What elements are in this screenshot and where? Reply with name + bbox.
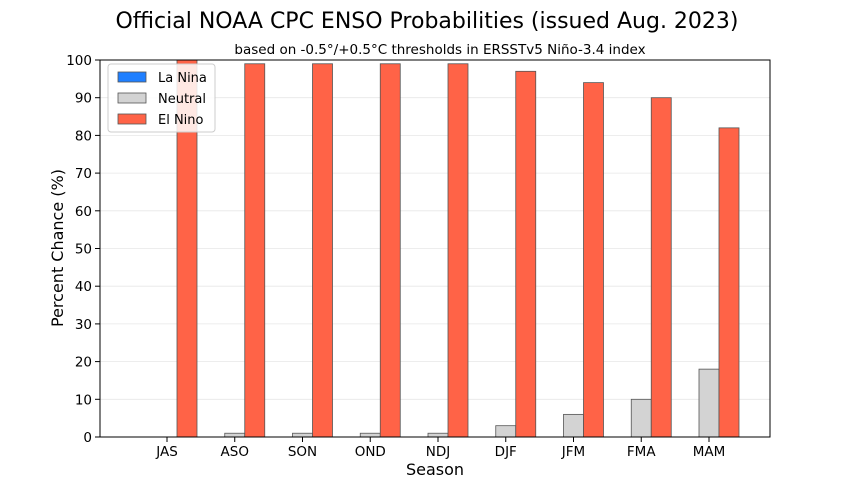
x-axis-ticks: JAS ASO SON OND NDJ DJF JFM FMA MAM	[155, 437, 725, 460]
x-tick-label-jfm: JFM	[561, 444, 585, 460]
bar-el-nino-aso	[244, 63, 266, 438]
x-tick-label-aso: ASO	[221, 444, 249, 460]
x-tick-label-ndj: NDJ	[426, 444, 450, 460]
bar-neutral-fma	[630, 398, 652, 438]
bar-el-nino-jfm	[583, 82, 604, 438]
legend-swatch-la-nina	[117, 71, 147, 83]
bar-neutral-son	[292, 432, 313, 438]
y-tick-label-50: 50	[75, 242, 92, 258]
y-tick-label-40: 40	[75, 279, 92, 295]
y-tick-label-0: 0	[83, 430, 92, 446]
bar-el-nino-djf	[515, 70, 537, 438]
legend-swatch-el-nino	[117, 113, 147, 125]
y-tick-label-60: 60	[75, 204, 92, 220]
bar-neutral-ndj	[427, 432, 449, 438]
x-tick-label-fma: FMA	[627, 444, 656, 460]
legend-swatch-neutral	[117, 92, 147, 104]
legend-label-el-nino: El Nino	[158, 113, 204, 128]
y-tick-label-100: 100	[66, 53, 92, 69]
legend: La Nina Neutral El Nino	[107, 63, 216, 133]
x-tick-label-son: SON	[288, 444, 317, 460]
bar-el-nino-ndj	[447, 63, 469, 438]
y-axis-label: Percent Chance (%)	[48, 169, 67, 327]
bar-el-nino-mam	[718, 127, 740, 438]
y-tick-label-70: 70	[75, 166, 92, 182]
bars	[176, 59, 740, 438]
legend-label-la-nina: La Nina	[158, 71, 207, 86]
y-tick-label-30: 30	[75, 317, 92, 333]
chart-title: Official NOAA CPC ENSO Probabilities (is…	[115, 9, 738, 34]
bar-el-nino-fma	[650, 97, 672, 438]
bar-el-nino-ond	[379, 63, 401, 438]
bar-neutral-jfm	[563, 413, 584, 438]
x-axis-label: Season	[406, 460, 464, 479]
x-tick-label-jas: JAS	[155, 444, 178, 460]
chart-subtitle: based on -0.5°/+0.5°C thresholds in ERSS…	[234, 42, 645, 58]
x-tick-label-ond: OND	[355, 444, 386, 460]
bar-neutral-djf	[495, 425, 517, 438]
bar-el-nino-son	[312, 63, 333, 438]
x-tick-label-djf: DJF	[495, 444, 517, 460]
y-tick-label-90: 90	[75, 91, 92, 107]
y-axis-ticks: 0 10 20 30 40 50 60 70 80 90 100	[66, 53, 100, 446]
y-tick-label-10: 10	[75, 392, 92, 408]
y-tick-label-80: 80	[75, 128, 92, 144]
bar-neutral-aso	[224, 432, 246, 438]
legend-label-neutral: Neutral	[158, 92, 206, 107]
y-tick-label-20: 20	[75, 355, 92, 371]
x-tick-label-mam: MAM	[693, 444, 726, 460]
bar-neutral-mam	[698, 368, 720, 438]
bar-neutral-ond	[359, 432, 381, 438]
